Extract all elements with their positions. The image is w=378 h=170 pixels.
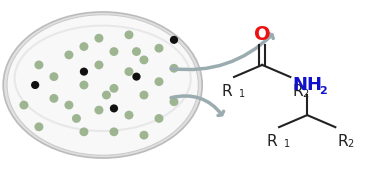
Ellipse shape	[64, 50, 73, 59]
Ellipse shape	[139, 131, 149, 140]
Ellipse shape	[110, 84, 118, 93]
Ellipse shape	[155, 114, 163, 123]
Text: R: R	[337, 134, 348, 149]
Ellipse shape	[50, 94, 59, 103]
Ellipse shape	[102, 91, 111, 99]
Ellipse shape	[124, 67, 133, 76]
Ellipse shape	[31, 81, 39, 89]
Text: 2: 2	[347, 139, 353, 149]
Ellipse shape	[170, 36, 178, 44]
Text: 2: 2	[319, 86, 327, 96]
Ellipse shape	[94, 34, 104, 43]
Ellipse shape	[169, 97, 178, 106]
Ellipse shape	[124, 111, 133, 120]
Ellipse shape	[64, 101, 73, 109]
Text: R: R	[292, 84, 303, 99]
Ellipse shape	[124, 30, 133, 39]
Ellipse shape	[132, 73, 141, 81]
Ellipse shape	[79, 81, 88, 89]
Text: 2: 2	[302, 89, 308, 99]
Ellipse shape	[94, 106, 104, 115]
Text: 1: 1	[239, 89, 245, 99]
Ellipse shape	[19, 101, 28, 109]
Ellipse shape	[34, 122, 43, 131]
Ellipse shape	[72, 114, 81, 123]
Ellipse shape	[80, 68, 88, 76]
Text: R: R	[266, 134, 277, 149]
Ellipse shape	[34, 61, 43, 69]
Text: NH: NH	[292, 76, 322, 94]
Ellipse shape	[110, 47, 118, 56]
Ellipse shape	[79, 42, 88, 51]
Ellipse shape	[139, 91, 149, 99]
Ellipse shape	[94, 61, 104, 69]
Ellipse shape	[155, 44, 163, 53]
Ellipse shape	[50, 72, 59, 81]
Ellipse shape	[132, 47, 141, 56]
Text: 1: 1	[284, 139, 290, 149]
Text: O: O	[254, 25, 271, 44]
Ellipse shape	[155, 77, 163, 86]
Ellipse shape	[7, 15, 198, 155]
Ellipse shape	[79, 127, 88, 136]
Ellipse shape	[5, 80, 200, 110]
Text: R: R	[222, 84, 232, 99]
Ellipse shape	[3, 12, 202, 158]
Ellipse shape	[110, 104, 118, 113]
Ellipse shape	[110, 127, 118, 136]
Ellipse shape	[139, 55, 149, 64]
Ellipse shape	[169, 64, 178, 73]
